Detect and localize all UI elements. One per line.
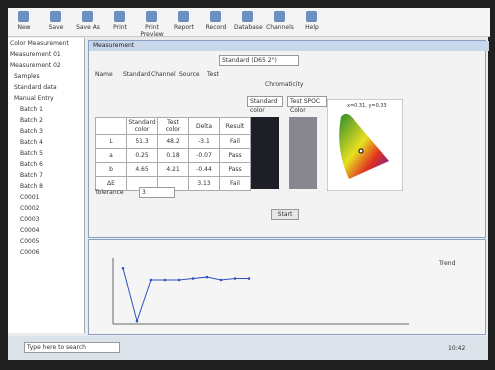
trend-point bbox=[178, 279, 181, 282]
table-cell: -0.44 bbox=[189, 163, 220, 177]
test-swatch bbox=[289, 117, 317, 189]
table-cell: 51.3 bbox=[127, 135, 158, 149]
table-cell: a bbox=[96, 149, 127, 163]
tree-item[interactable]: Measurement 01 bbox=[8, 49, 84, 60]
tree-item[interactable]: Measurement 02 bbox=[8, 60, 84, 71]
tolerance-label: Tolerance bbox=[95, 189, 124, 196]
window-title: Measurement bbox=[89, 41, 489, 51]
table-cell: L bbox=[96, 135, 127, 149]
header-cell: Standard color bbox=[127, 118, 158, 135]
sample-field[interactable]: Standard (D65 2°) bbox=[219, 55, 299, 66]
toolbar-button[interactable]: Print bbox=[106, 8, 134, 36]
form-label: Source bbox=[179, 71, 207, 78]
trend-point bbox=[248, 277, 251, 280]
table-cell: Pass bbox=[220, 163, 251, 177]
form-label: Test bbox=[207, 71, 235, 78]
diagram-label: x=0.31, y=0.33 bbox=[347, 103, 387, 109]
trend-point bbox=[164, 279, 167, 282]
form-label: Standard bbox=[123, 71, 151, 78]
chromaticity-diagram: x=0.31, y=0.33 bbox=[327, 99, 403, 191]
table-cell: -0.07 bbox=[189, 149, 220, 163]
test-label: Test SPOC Color bbox=[287, 96, 327, 107]
tree-item[interactable]: C0003 bbox=[8, 214, 84, 225]
toolbar-button[interactable]: Save As bbox=[74, 8, 102, 36]
tree-item[interactable]: C0006 bbox=[8, 247, 84, 258]
toolbar-button[interactable]: Database bbox=[234, 8, 262, 36]
trend-chart bbox=[99, 254, 419, 330]
taskbar: Type here to search 10:42 bbox=[8, 336, 488, 360]
tree-item[interactable]: C0004 bbox=[8, 225, 84, 236]
clock: 10:42 bbox=[448, 345, 465, 352]
tree-item[interactable]: Batch 4 bbox=[8, 137, 84, 148]
table-cell: 4.65 bbox=[127, 163, 158, 177]
table-cell: -3.1 bbox=[189, 135, 220, 149]
header-cell bbox=[96, 118, 127, 135]
table-cell: Pass bbox=[220, 149, 251, 163]
tree-item[interactable]: Batch 5 bbox=[8, 148, 84, 159]
point bbox=[359, 149, 363, 153]
toolbar-button[interactable]: Report bbox=[170, 8, 198, 36]
trend-point bbox=[206, 276, 209, 279]
color-title: Chromaticity bbox=[265, 81, 303, 88]
table-cell: 0.18 bbox=[158, 149, 189, 163]
trend-point bbox=[150, 279, 153, 282]
trend-point bbox=[220, 279, 223, 282]
standard-label: Standard color bbox=[247, 96, 283, 107]
tree-item[interactable]: Batch 2 bbox=[8, 115, 84, 126]
standard-swatch bbox=[251, 117, 279, 189]
trend-panel: Trend bbox=[88, 239, 486, 335]
tree-item[interactable]: Batch 1 bbox=[8, 104, 84, 115]
table-cell: 0.25 bbox=[127, 149, 158, 163]
toolbar-button[interactable]: Channels bbox=[266, 8, 294, 36]
form-label: Name bbox=[95, 71, 123, 78]
table-cell: b bbox=[96, 163, 127, 177]
trend-point bbox=[192, 277, 195, 280]
photo: NewSaveSave AsPrintPrint PreviewReportRe… bbox=[0, 0, 495, 370]
start-button[interactable]: Start bbox=[271, 209, 299, 220]
trend-point bbox=[234, 277, 237, 280]
header-cell: Test color bbox=[158, 118, 189, 135]
tree-item[interactable]: C0001 bbox=[8, 192, 84, 203]
header-cell: Result bbox=[220, 118, 251, 135]
tree-item[interactable]: Batch 3 bbox=[8, 126, 84, 137]
tree-item[interactable]: Standard data bbox=[8, 82, 84, 93]
tree-item[interactable]: Batch 6 bbox=[8, 159, 84, 170]
toolbar-button[interactable]: New bbox=[10, 8, 38, 36]
tree-item[interactable]: C0002 bbox=[8, 203, 84, 214]
table-cell: 4.21 bbox=[158, 163, 189, 177]
tree-item[interactable]: Color Measurement bbox=[8, 38, 84, 49]
trend-point bbox=[136, 320, 139, 323]
toolbar-button[interactable]: Record bbox=[202, 8, 230, 36]
tree-item[interactable]: Samples bbox=[8, 71, 84, 82]
header-cell: Delta bbox=[189, 118, 220, 135]
trend-line bbox=[123, 268, 249, 321]
toolbar-button[interactable]: Print Preview bbox=[138, 8, 166, 36]
form-label: Channel bbox=[151, 71, 179, 78]
toolbar-button[interactable]: Help bbox=[298, 8, 326, 36]
table-cell: 48.2 bbox=[158, 135, 189, 149]
trend-point bbox=[122, 267, 125, 270]
table-cell: 3.13 bbox=[189, 177, 220, 191]
tree-item[interactable]: C0005 bbox=[8, 236, 84, 247]
trend-title: Trend bbox=[439, 260, 455, 267]
table-cell: Fail bbox=[220, 177, 251, 191]
tree-item[interactable]: Manual Entry bbox=[8, 93, 84, 104]
toolbar-button[interactable]: Save bbox=[42, 8, 70, 36]
tolerance-field[interactable]: 3 bbox=[139, 187, 175, 198]
table-cell: Fail bbox=[220, 135, 251, 149]
tree-item[interactable]: Batch 7 bbox=[8, 170, 84, 181]
search-box[interactable]: Type here to search bbox=[24, 342, 120, 353]
tree-item[interactable]: Batch 8 bbox=[8, 181, 84, 192]
